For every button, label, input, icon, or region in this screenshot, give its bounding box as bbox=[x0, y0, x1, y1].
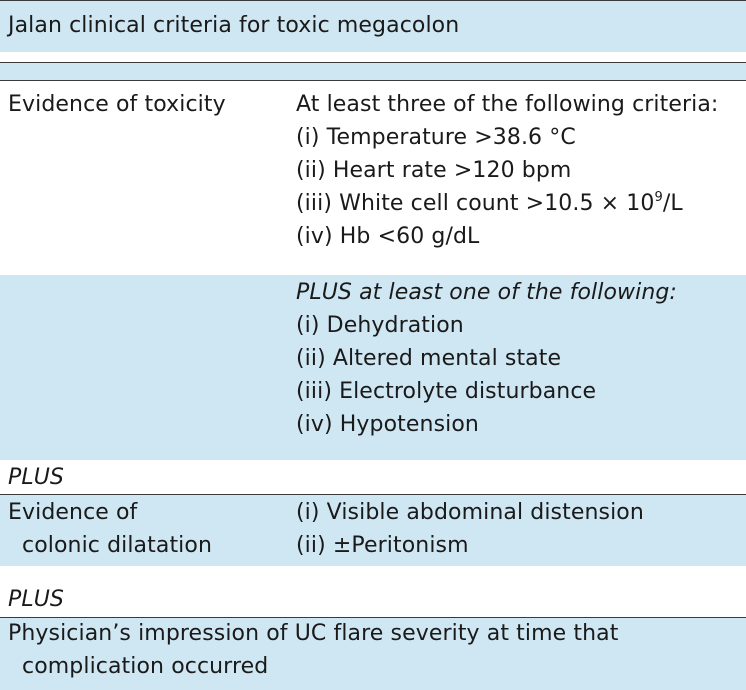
toxicity-intro: At least three of the following criteria… bbox=[296, 92, 719, 117]
header-rule bbox=[0, 62, 746, 63]
dilatation-criterion: (i) Visible abdominal distension bbox=[296, 500, 644, 525]
plus-one-intro: PLUS at least one of the following: bbox=[296, 280, 677, 305]
plus-one-criterion: (ii) Altered mental state bbox=[296, 346, 562, 371]
wcc-exponent: 9 bbox=[654, 190, 663, 205]
toxicity-criterion: (i) Temperature >38.6 °C bbox=[296, 125, 576, 150]
dilatation-band bbox=[0, 494, 746, 566]
spacer-band bbox=[0, 62, 746, 80]
dilatation-label-line2: colonic dilatation bbox=[22, 533, 212, 558]
dilatation-label-line1: Evidence of bbox=[8, 500, 138, 525]
plus-label: PLUS bbox=[8, 465, 64, 490]
plus-one-band bbox=[0, 275, 746, 460]
title-top-rule bbox=[0, 0, 746, 1]
toxicity-criterion: (ii) Heart rate >120 bpm bbox=[296, 158, 572, 183]
wcc-unit: /L bbox=[662, 191, 683, 216]
plus-one-criterion: (iv) Hypotension bbox=[296, 412, 479, 437]
impression-line1: Physician’s impression of UC flare sever… bbox=[8, 621, 619, 646]
dilatation-criterion: (ii) ±Peritonism bbox=[296, 533, 469, 558]
plus-rule-2 bbox=[0, 617, 746, 618]
plus-one-criterion: (i) Dehydration bbox=[296, 313, 464, 338]
impression-band bbox=[0, 617, 746, 690]
toxicity-criterion-wcc: (iii) White cell count >10.5 × 109/L bbox=[296, 187, 683, 220]
impression-line2: complication occurred bbox=[22, 654, 269, 679]
spacer-rule bbox=[0, 80, 746, 81]
title-band bbox=[0, 0, 746, 52]
toxicity-label: Evidence of toxicity bbox=[8, 92, 226, 117]
plus-rule-1 bbox=[0, 494, 746, 495]
table-title: Jalan clinical criteria for toxic megaco… bbox=[8, 13, 460, 38]
plus-label: PLUS bbox=[8, 587, 64, 612]
toxicity-criterion: (iv) Hb <60 g/dL bbox=[296, 224, 480, 249]
wcc-text: (iii) White cell count >10.5 × 10 bbox=[296, 191, 655, 216]
plus-one-criterion: (iii) Electrolyte disturbance bbox=[296, 379, 597, 404]
